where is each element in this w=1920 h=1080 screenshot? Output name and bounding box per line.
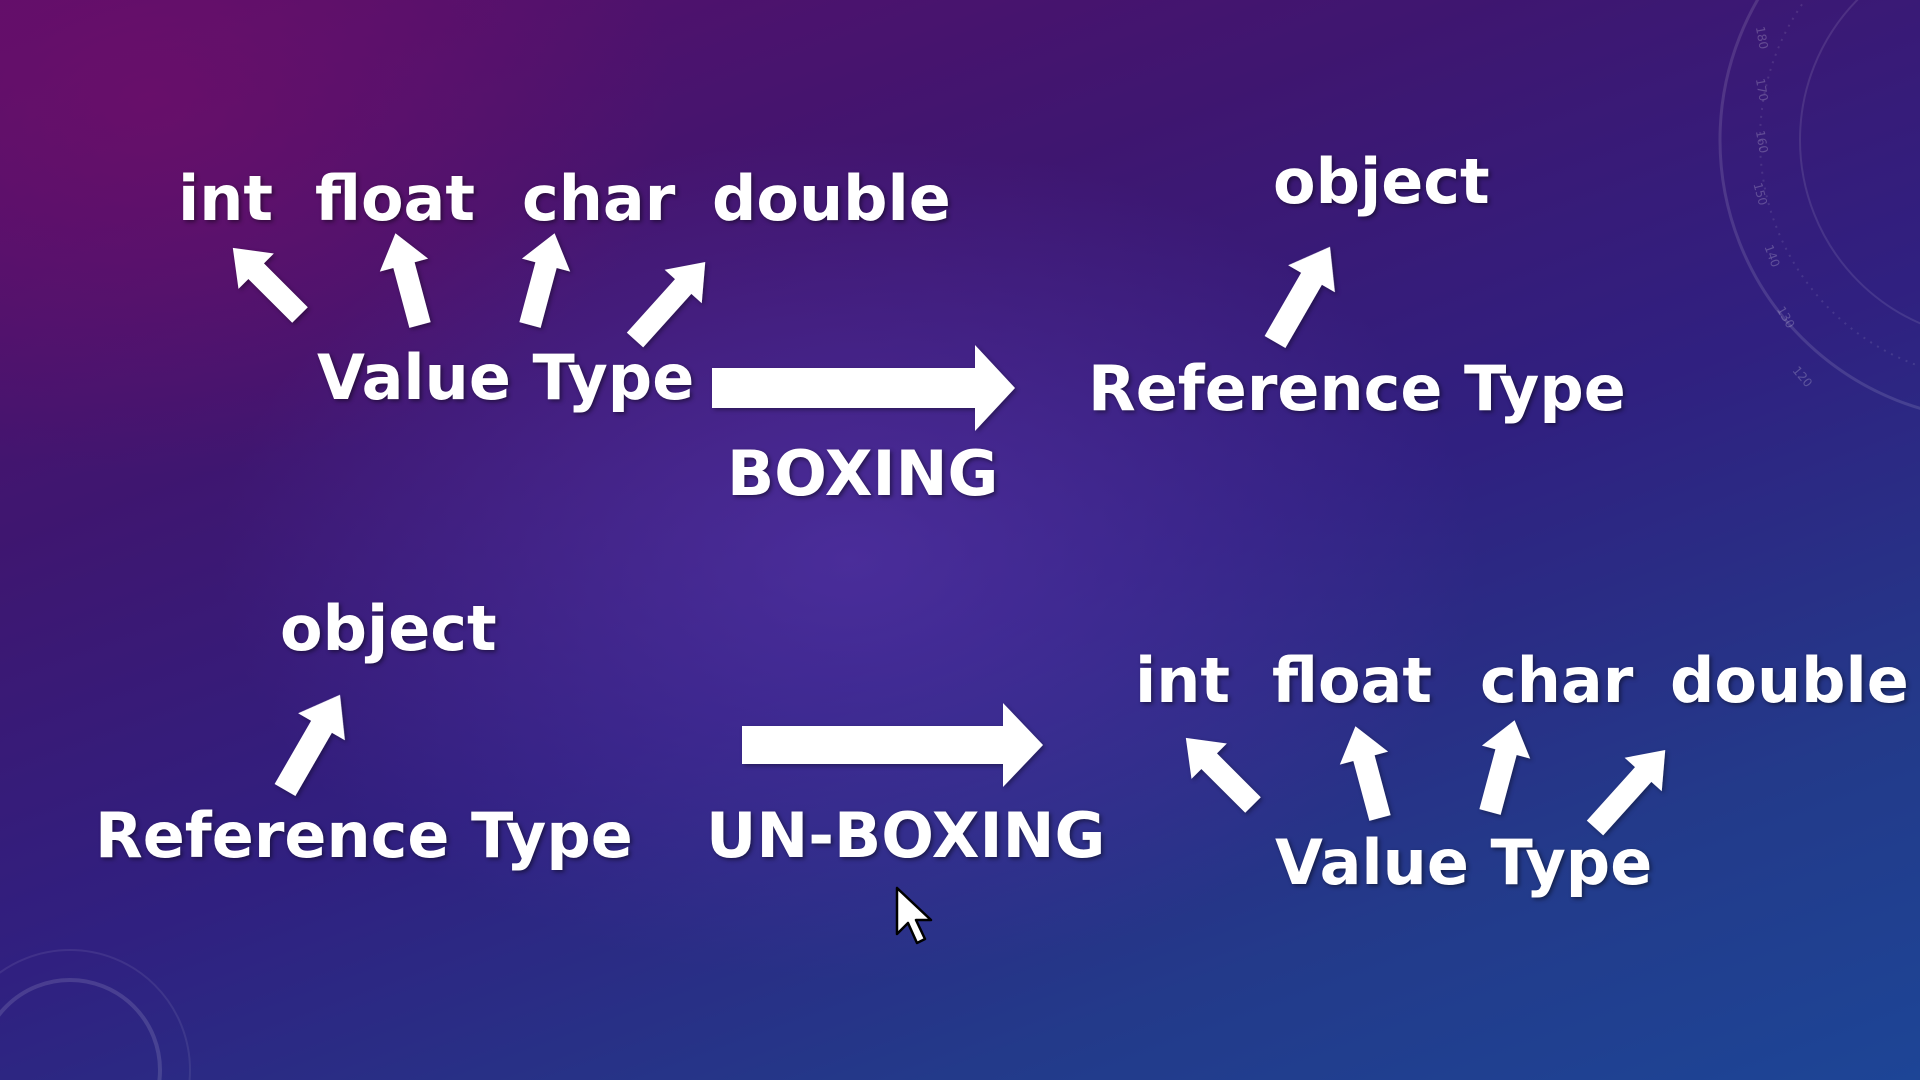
reference-type-label-bottom: Reference Type [95, 799, 633, 872]
arrow-to-float-top [379, 233, 431, 328]
arrow-to-object-top [1264, 246, 1335, 348]
mouse-pointer-icon [895, 886, 933, 945]
boxing-arrow [712, 345, 1015, 431]
arrow-to-int-top [232, 247, 308, 323]
arrow-to-double-bottom [1586, 749, 1666, 836]
decorative-rings-top-right [1718, 0, 1920, 410]
value-type-char-bottom: char [1480, 644, 1634, 717]
decorative-rings-bottom-left [0, 949, 191, 1080]
boxing-label: BOXING [727, 437, 999, 510]
value-type-char-top: char [522, 162, 676, 235]
arrow-to-char-bottom [1479, 720, 1531, 815]
arrow-to-float-bottom [1339, 726, 1391, 821]
arrow-to-char-top [519, 233, 571, 328]
object-label-bottom: object [280, 592, 497, 665]
value-type-label-bottom: Value Type [1275, 826, 1653, 899]
unboxing-label: UN-BOXING [706, 799, 1106, 872]
object-label-top: object [1273, 145, 1490, 218]
value-type-float-bottom: float [1272, 644, 1433, 717]
value-type-double-bottom: double [1670, 644, 1909, 717]
reference-type-label-top: Reference Type [1088, 352, 1626, 425]
unboxing-arrow [742, 703, 1043, 787]
value-type-float-top: float [315, 162, 476, 235]
value-type-double-top: double [712, 162, 951, 235]
value-type-label-top: Value Type [317, 341, 695, 414]
arrow-to-int-bottom [1185, 737, 1261, 813]
value-type-int-top: int [178, 162, 274, 235]
arrow-to-double-top [626, 261, 706, 348]
value-type-int-bottom: int [1135, 644, 1231, 717]
arrow-to-object-bottom [274, 694, 345, 796]
